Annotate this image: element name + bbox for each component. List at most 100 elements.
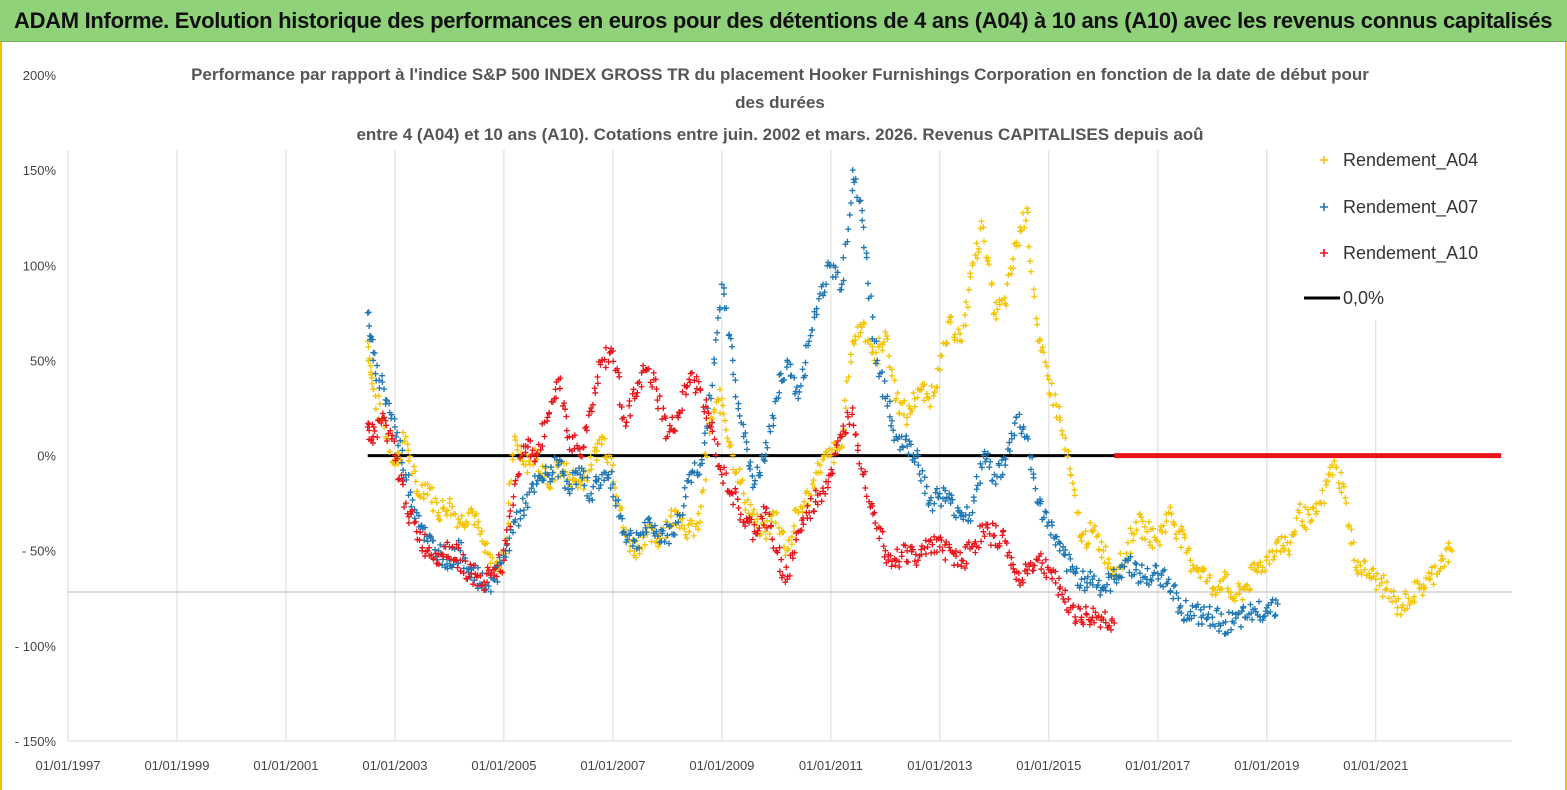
data-point bbox=[749, 484, 756, 491]
data-point bbox=[723, 305, 730, 312]
data-point bbox=[395, 450, 402, 457]
data-point bbox=[1034, 321, 1041, 328]
data-point bbox=[802, 372, 809, 379]
data-point bbox=[740, 490, 747, 497]
data-point bbox=[788, 534, 795, 541]
data-point bbox=[1069, 563, 1076, 570]
data-point bbox=[1006, 439, 1013, 446]
data-point bbox=[444, 507, 451, 514]
data-point bbox=[1003, 539, 1010, 546]
data-point bbox=[702, 476, 709, 483]
data-point bbox=[1296, 500, 1303, 507]
data-point bbox=[561, 485, 568, 492]
data-point bbox=[461, 522, 468, 529]
data-point bbox=[1304, 506, 1311, 513]
data-point bbox=[890, 427, 897, 434]
data-point bbox=[989, 477, 996, 484]
data-point bbox=[873, 349, 880, 356]
data-point bbox=[1224, 571, 1231, 578]
data-point bbox=[816, 462, 823, 469]
data-point bbox=[687, 379, 694, 386]
data-point bbox=[928, 494, 935, 501]
data-point bbox=[500, 547, 507, 554]
data-point bbox=[723, 426, 730, 433]
data-point bbox=[1053, 533, 1060, 540]
data-point bbox=[1240, 603, 1247, 610]
data-point bbox=[1138, 513, 1145, 520]
data-point bbox=[885, 556, 892, 563]
data-point bbox=[460, 551, 467, 558]
data-point bbox=[712, 452, 719, 459]
data-point bbox=[683, 384, 690, 391]
data-point bbox=[781, 376, 788, 383]
data-point bbox=[524, 469, 531, 476]
data-point bbox=[888, 417, 895, 424]
data-point bbox=[1236, 590, 1243, 597]
data-point bbox=[718, 281, 725, 288]
data-point bbox=[690, 532, 697, 539]
data-point bbox=[701, 408, 708, 415]
data-point bbox=[1431, 563, 1438, 570]
data-point bbox=[894, 546, 901, 553]
data-point bbox=[506, 547, 513, 554]
data-point bbox=[1079, 568, 1086, 575]
data-point bbox=[1299, 518, 1306, 525]
data-point bbox=[1117, 550, 1124, 557]
data-point bbox=[640, 362, 647, 369]
data-point bbox=[369, 380, 376, 387]
data-point bbox=[717, 466, 724, 473]
data-point bbox=[1296, 509, 1303, 516]
data-point bbox=[871, 509, 878, 516]
data-point bbox=[565, 486, 572, 493]
data-point bbox=[603, 344, 610, 351]
x-tick-label: 01/01/2003 bbox=[362, 758, 427, 773]
data-point bbox=[588, 408, 595, 415]
data-point bbox=[910, 451, 917, 458]
data-point bbox=[595, 475, 602, 482]
data-point bbox=[764, 517, 771, 524]
data-point bbox=[402, 433, 409, 440]
data-point bbox=[430, 507, 437, 514]
data-point bbox=[1038, 566, 1045, 573]
data-point bbox=[874, 357, 881, 364]
data-point bbox=[1056, 575, 1063, 582]
data-point bbox=[1361, 566, 1368, 573]
data-point bbox=[723, 470, 730, 477]
data-point bbox=[1258, 569, 1265, 576]
data-point bbox=[431, 546, 438, 553]
data-point bbox=[993, 473, 1000, 480]
data-point bbox=[578, 453, 585, 460]
data-point bbox=[986, 464, 993, 471]
data-point bbox=[666, 540, 673, 547]
data-point bbox=[828, 466, 835, 473]
data-point bbox=[1113, 579, 1120, 586]
data-point bbox=[1151, 569, 1158, 576]
data-point bbox=[852, 337, 859, 344]
data-point bbox=[662, 415, 669, 422]
data-point bbox=[1061, 446, 1068, 453]
data-point bbox=[864, 280, 871, 287]
data-point bbox=[535, 441, 542, 448]
data-point bbox=[849, 405, 856, 411]
data-point bbox=[1374, 570, 1381, 577]
data-point bbox=[1057, 540, 1064, 547]
data-point bbox=[452, 511, 459, 518]
data-point bbox=[1181, 534, 1188, 541]
data-point bbox=[463, 575, 470, 582]
data-point bbox=[1154, 538, 1161, 545]
data-point bbox=[391, 438, 398, 445]
data-point bbox=[449, 543, 456, 550]
data-point bbox=[977, 480, 984, 487]
data-point bbox=[896, 410, 903, 417]
data-point bbox=[931, 500, 938, 507]
data-point bbox=[1248, 610, 1255, 617]
data-point bbox=[1091, 523, 1098, 530]
data-point bbox=[1011, 432, 1018, 439]
data-point bbox=[904, 547, 911, 554]
data-point bbox=[1041, 570, 1048, 577]
data-point bbox=[928, 382, 935, 389]
data-point bbox=[967, 517, 974, 524]
data-point bbox=[631, 538, 638, 545]
data-point bbox=[426, 532, 433, 539]
data-point bbox=[977, 225, 984, 232]
